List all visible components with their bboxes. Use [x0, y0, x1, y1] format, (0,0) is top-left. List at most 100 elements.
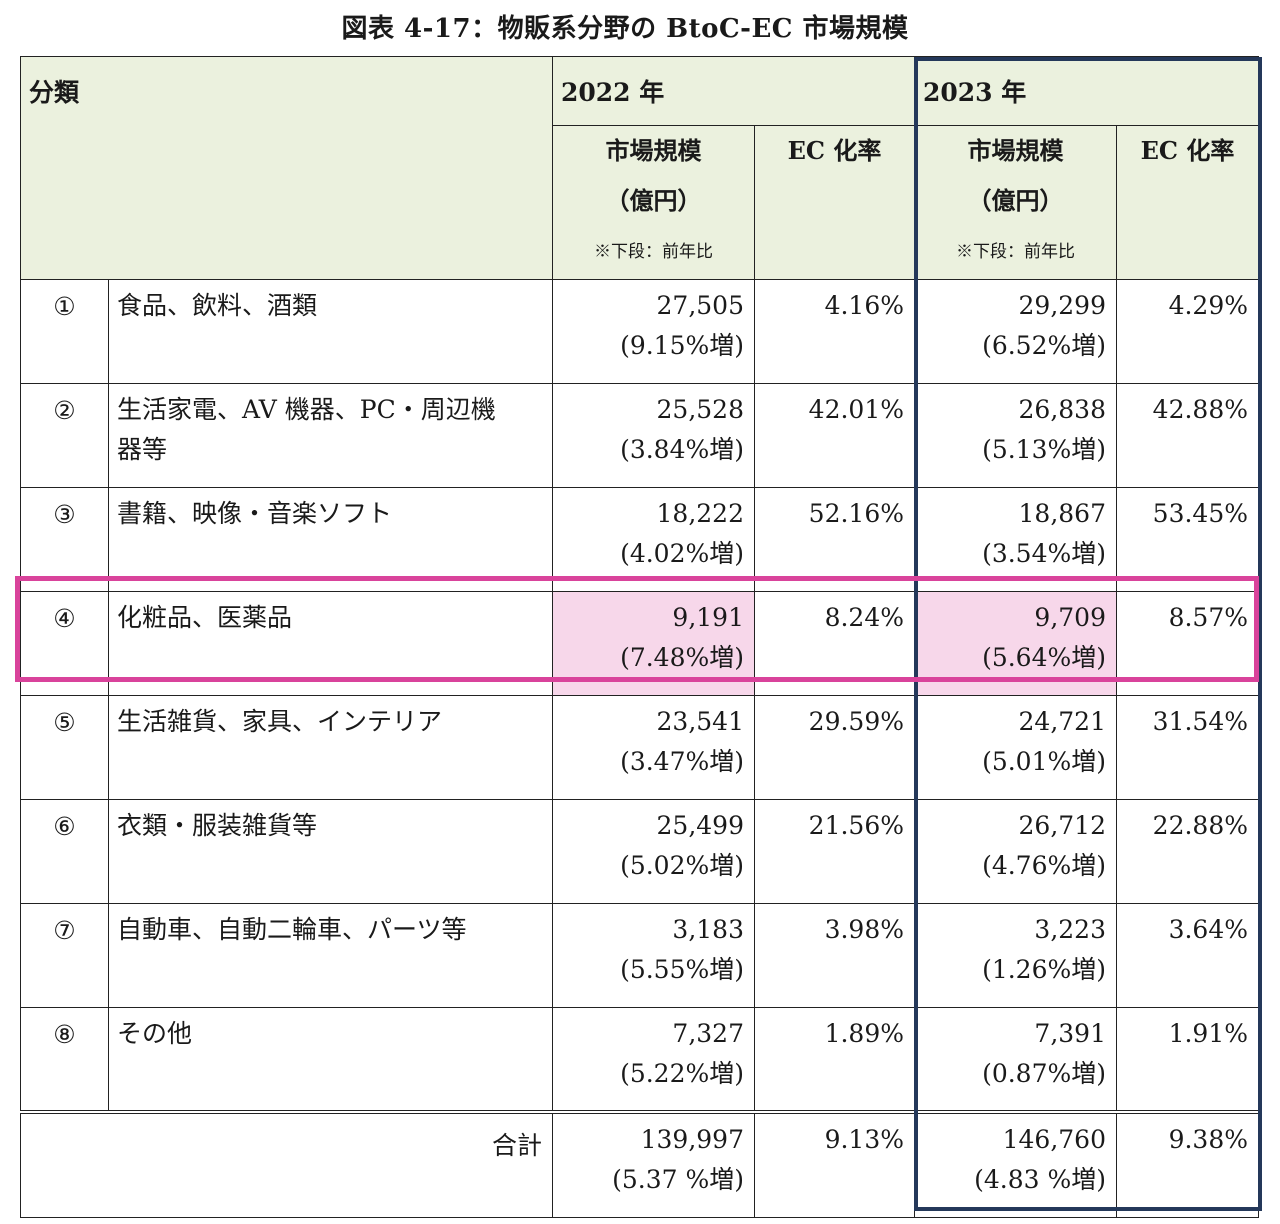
ec-rate-2023-text: 53.45%: [1152, 499, 1248, 528]
market-size-note: ※下段：前年比: [956, 242, 1075, 262]
row-category: 衣類・服装雑貨等: [108, 799, 553, 904]
ec-rate-2023: 4.29%: [1116, 279, 1259, 384]
growth-2023: (5.01%増): [982, 747, 1106, 776]
table-row: ⑥ 衣類・服装雑貨等 25,499 (5.02%増) 21.56% 26,712 (4.76…: [20, 799, 1259, 904]
row-category: 生活家電、AV 機器、PC・周辺機 器等: [108, 383, 553, 488]
row-category-line2: 器等: [117, 435, 168, 464]
ec-rate-2022-text: 21.56%: [808, 811, 904, 840]
row-category-line1: 食品、飲料、酒類: [117, 291, 318, 320]
market-size-2022: 3,183 (5.55%増): [552, 903, 755, 1008]
growth-2022: (9.15%増): [620, 331, 744, 360]
size-2022: 18,222: [656, 499, 744, 528]
ec-rate-2023-text: 22.88%: [1152, 811, 1248, 840]
row-category: 化粧品、医薬品: [108, 591, 553, 696]
growth-2023: (0.87%増): [982, 1059, 1106, 1088]
table-row: ③ 書籍、映像・音楽ソフト 18,222 (4.02%増) 52.16% 18,867 (3…: [20, 487, 1259, 592]
market-size-2022: 9,191 (7.48%増): [552, 591, 755, 696]
total-size-2022: 139,997: [640, 1124, 744, 1154]
size-2023: 18,867: [1018, 499, 1106, 528]
size-2022: 3,183: [672, 915, 744, 944]
table-row: ② 生活家電、AV 機器、PC・周辺機 器等 25,528 (3.84%増) 42.01%…: [20, 383, 1259, 488]
total-size-2023: 146,760: [1002, 1124, 1106, 1154]
ec-rate-2022: 21.56%: [754, 799, 915, 904]
market-size-label: 市場規模: [967, 136, 1064, 165]
total-label: 合計: [20, 1109, 553, 1218]
size-2023: 26,838: [1018, 395, 1106, 424]
growth-2022: (5.22%増): [620, 1059, 744, 1088]
ec-rate-2023: 1.91%: [1116, 1007, 1259, 1112]
market-size-note: ※下段：前年比: [594, 242, 713, 262]
ec-rate-2022-text: 52.16%: [808, 499, 904, 528]
growth-2022: (7.48%増): [620, 643, 744, 672]
market-size-2022: 27,505 (9.15%増): [552, 279, 755, 384]
growth-2023: (6.52%増): [982, 331, 1106, 360]
row-category-line1: 自動車、自動二輪車、パーツ等: [117, 915, 467, 944]
growth-2023: (4.76%増): [982, 851, 1106, 880]
growth-2022: (5.55%増): [620, 955, 744, 984]
table-row: ④ 化粧品、医薬品 9,191 (7.48%増) 8.24% 9,709 (5.64%増) 8…: [20, 591, 1259, 696]
header-market-size-2022: 市場規模 （億円） ※下段：前年比: [552, 125, 755, 280]
row-number: ⑤: [20, 695, 109, 800]
row-category-line1: その他: [117, 1019, 193, 1048]
size-2023: 3,223: [1034, 915, 1106, 944]
ec-rate-2022: 29.59%: [754, 695, 915, 800]
row-category-line1: 衣類・服装雑貨等: [117, 811, 318, 840]
ec-rate-2023: 31.54%: [1116, 695, 1259, 800]
total-growth-2023: (4.83 %増): [974, 1164, 1106, 1194]
growth-2022: (4.02%増): [620, 539, 744, 568]
size-2022: 25,528: [656, 395, 744, 424]
ec-rate-2023-text: 42.88%: [1152, 395, 1248, 424]
market-size-2023: 3,223 (1.26%増): [914, 903, 1117, 1008]
ec-rate-2022: 4.16%: [754, 279, 915, 384]
ec-rate-2023: 42.88%: [1116, 383, 1259, 488]
total-growth-2022: (5.37 %増): [612, 1164, 744, 1194]
row-category-line1: 生活家電、AV 機器、PC・周辺機: [117, 395, 496, 424]
ec-rate-2022-text: 42.01%: [808, 395, 904, 424]
ec-rate-2022: 52.16%: [754, 487, 915, 592]
ec-rate-2022: 3.98%: [754, 903, 915, 1008]
growth-2023: (5.64%増): [982, 643, 1106, 672]
row-number: ⑦: [20, 903, 109, 1008]
market-size-label: 市場規模: [605, 136, 702, 165]
ec-rate-2023-text: 4.29%: [1168, 291, 1248, 320]
market-size-2023: 26,838 (5.13%増): [914, 383, 1117, 488]
row-number: ⑥: [20, 799, 109, 904]
total-rate-2023-text: 9.38%: [1168, 1124, 1248, 1154]
market-size-2023: 24,721 (5.01%増): [914, 695, 1117, 800]
ec-rate-2022-text: 8.24%: [824, 603, 904, 632]
size-2023: 24,721: [1018, 707, 1106, 736]
ec-rate-2023-text: 3.64%: [1168, 915, 1248, 944]
size-2022: 7,327: [672, 1019, 744, 1048]
ec-rate-2022-text: 4.16%: [824, 291, 904, 320]
header-market-size-2023: 市場規模 （億円） ※下段：前年比: [914, 125, 1117, 280]
market-size-table: 分類 2022 年 2023 年 市場規模 （億円） ※下段：前年比 EC 化率…: [20, 56, 1259, 1218]
row-number: ④: [20, 591, 109, 696]
row-number: ②: [20, 383, 109, 488]
row-category: その他: [108, 1007, 553, 1112]
market-size-2023: 7,391 (0.87%増): [914, 1007, 1117, 1112]
row-category-line1: 生活雑貨、家具、インテリア: [117, 707, 443, 736]
market-size-2022: 18,222 (4.02%増): [552, 487, 755, 592]
market-size-2022: 7,327 (5.22%増): [552, 1007, 755, 1112]
ec-rate-2022: 1.89%: [754, 1007, 915, 1112]
growth-2023: (3.54%増): [982, 539, 1106, 568]
ec-rate-2022: 42.01%: [754, 383, 915, 488]
growth-2023: (5.13%増): [982, 435, 1106, 464]
total-value-2022: 139,997 (5.37 %増): [552, 1109, 755, 1218]
market-size-2023: 9,709 (5.64%増): [914, 591, 1117, 696]
market-size-2022: 25,499 (5.02%増): [552, 799, 755, 904]
market-size-2022: 25,528 (3.84%増): [552, 383, 755, 488]
ec-rate-2023: 53.45%: [1116, 487, 1259, 592]
size-2022: 27,505: [656, 291, 744, 320]
table-row: ⑤ 生活雑貨、家具、インテリア 23,541 (3.47%増) 29.59% 24,721…: [20, 695, 1259, 800]
row-category: 書籍、映像・音楽ソフト: [108, 487, 553, 592]
market-size-unit: （億円）: [605, 186, 702, 215]
ec-rate-2023: 22.88%: [1116, 799, 1259, 904]
market-size-unit: （億円）: [967, 186, 1064, 215]
row-number: ③: [20, 487, 109, 592]
table-row: ① 食品、飲料、酒類 27,505 (9.15%増) 4.16% 29,299 (6.52%…: [20, 279, 1259, 384]
market-size-2023: 26,712 (4.76%増): [914, 799, 1117, 904]
ec-rate-2022: 8.24%: [754, 591, 915, 696]
ec-rate-2023: 8.57%: [1116, 591, 1259, 696]
size-2022: 9,191: [672, 603, 744, 632]
